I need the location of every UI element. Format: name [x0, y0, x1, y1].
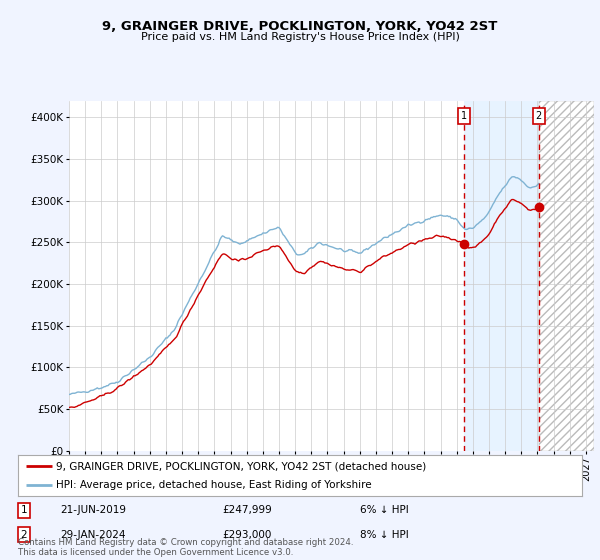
Text: 1: 1 — [20, 506, 28, 515]
Text: 2: 2 — [20, 530, 28, 539]
Bar — [464, 101, 539, 451]
Text: 29-JAN-2024: 29-JAN-2024 — [60, 530, 125, 539]
Text: 9, GRAINGER DRIVE, POCKLINGTON, YORK, YO42 2ST: 9, GRAINGER DRIVE, POCKLINGTON, YORK, YO… — [103, 20, 497, 32]
Text: £247,999: £247,999 — [222, 506, 272, 515]
Text: 8% ↓ HPI: 8% ↓ HPI — [360, 530, 409, 539]
Text: 1: 1 — [461, 111, 467, 122]
Bar — [539, 101, 594, 451]
Text: 21-JUN-2019: 21-JUN-2019 — [60, 506, 126, 515]
Text: £293,000: £293,000 — [222, 530, 271, 539]
Text: Contains HM Land Registry data © Crown copyright and database right 2024.
This d: Contains HM Land Registry data © Crown c… — [18, 538, 353, 557]
Text: Price paid vs. HM Land Registry's House Price Index (HPI): Price paid vs. HM Land Registry's House … — [140, 32, 460, 43]
Text: 2: 2 — [536, 111, 542, 122]
Text: HPI: Average price, detached house, East Riding of Yorkshire: HPI: Average price, detached house, East… — [56, 480, 372, 489]
Bar — [539, 101, 594, 451]
Text: 6% ↓ HPI: 6% ↓ HPI — [360, 506, 409, 515]
Text: 9, GRAINGER DRIVE, POCKLINGTON, YORK, YO42 2ST (detached house): 9, GRAINGER DRIVE, POCKLINGTON, YORK, YO… — [56, 461, 427, 471]
